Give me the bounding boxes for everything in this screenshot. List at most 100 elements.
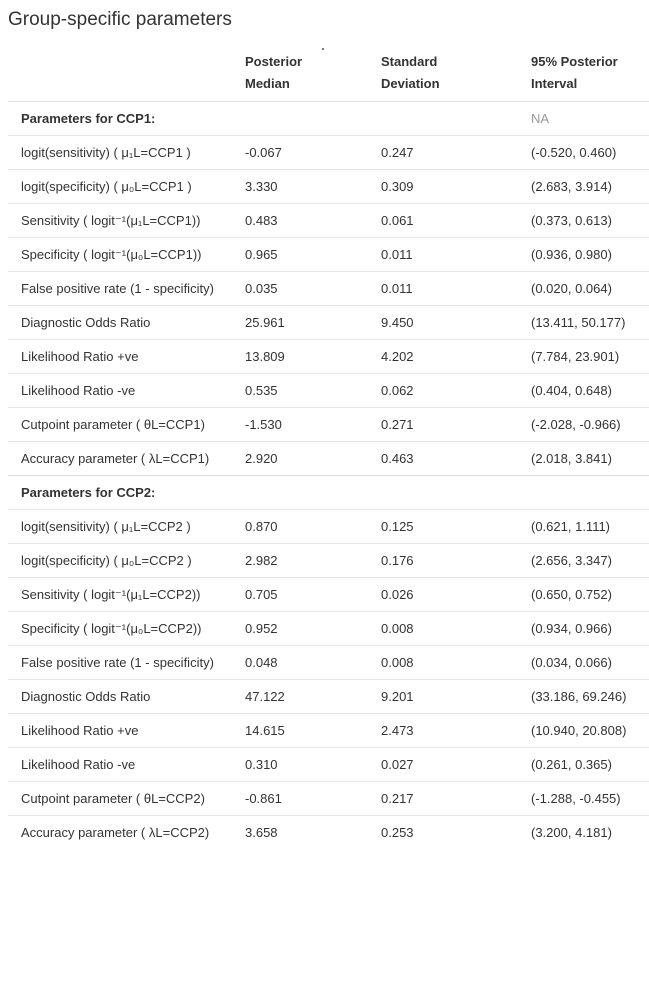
header-standard-deviation-line2: Deviation bbox=[381, 76, 440, 91]
posterior-interval-value: (3.200, 4.181) bbox=[519, 815, 649, 849]
parameter-label: Accuracy parameter ( λL=CCP1) bbox=[8, 441, 233, 476]
posterior-interval-value: (0.261, 0.365) bbox=[519, 747, 649, 782]
header-standard-deviation: Standard Deviation bbox=[369, 44, 519, 102]
standard-deviation-value: 0.125 bbox=[369, 509, 519, 544]
posterior-median-value: 0.048 bbox=[233, 645, 369, 680]
parameter-label: Likelihood Ratio +ve bbox=[8, 713, 233, 748]
parameter-label: Accuracy parameter ( λL=CCP2) bbox=[8, 815, 233, 849]
table-row: logit(sensitivity) ( μ₁L=CCP2 ) 0.870 0.12… bbox=[8, 509, 649, 544]
group-header-row: Parameters for CCP2: bbox=[8, 475, 649, 510]
group-note: NA bbox=[531, 111, 550, 126]
parameter-label: False positive rate (1 - specificity) bbox=[8, 271, 233, 306]
table-row: Cutpoint parameter ( θL=CCP1) -1.530 0.271… bbox=[8, 407, 649, 442]
parameter-label: Likelihood Ratio -ve bbox=[8, 373, 233, 408]
group-label: Parameters for CCP1: bbox=[21, 111, 156, 126]
standard-deviation-value: 0.247 bbox=[369, 135, 519, 170]
standard-deviation-value: 0.062 bbox=[369, 373, 519, 408]
standard-deviation-value: 0.463 bbox=[369, 441, 519, 476]
posterior-interval-value: (2.683, 3.914) bbox=[519, 169, 649, 204]
posterior-interval-value: (0.621, 1.111) bbox=[519, 509, 649, 544]
empty-cell bbox=[369, 475, 519, 510]
standard-deviation-value: 9.450 bbox=[369, 305, 519, 340]
table-row: logit(sensitivity) ( μ₁L=CCP1 ) -0.067 0.2… bbox=[8, 135, 649, 170]
posterior-median-value: 2.920 bbox=[233, 441, 369, 476]
parameter-label: Specificity ( logit⁻¹(μ₀L=CCP2)) bbox=[8, 611, 233, 646]
parameter-label: Cutpoint parameter ( θL=CCP2) bbox=[8, 781, 233, 816]
standard-deviation-value: 0.271 bbox=[369, 407, 519, 442]
standard-deviation-value: 0.008 bbox=[369, 645, 519, 680]
posterior-median-value: 0.035 bbox=[233, 271, 369, 306]
parameter-label: Specificity ( logit⁻¹(μ₀L=CCP1)) bbox=[8, 237, 233, 272]
table-row: Accuracy parameter ( λL=CCP1) 2.920 0.463(… bbox=[8, 441, 649, 476]
posterior-interval-value: (2.656, 3.347) bbox=[519, 543, 649, 578]
parameter-label: False positive rate (1 - specificity) bbox=[8, 645, 233, 680]
posterior-interval-value: (-0.520, 0.460) bbox=[519, 135, 649, 170]
parameter-label: Cutpoint parameter ( θL=CCP1) bbox=[8, 407, 233, 442]
posterior-median-value: 0.952 bbox=[233, 611, 369, 646]
posterior-interval-value: (10.940, 20.808) bbox=[519, 713, 649, 748]
parameter-label: logit(sensitivity) ( μ₁L=CCP1 ) bbox=[8, 135, 233, 170]
posterior-interval-value: (0.020, 0.064) bbox=[519, 271, 649, 306]
table-row: logit(specificity) ( μ₀L=CCP2 ) 2.982 0.17… bbox=[8, 543, 649, 578]
table-row: Sensitivity ( logit⁻¹(μ₁L=CCP2)) 0.705 0.0… bbox=[8, 577, 649, 612]
posterior-interval-value: (13.411, 50.177) bbox=[519, 305, 649, 340]
standard-deviation-value: 0.026 bbox=[369, 577, 519, 612]
posterior-median-value: 14.615 bbox=[233, 713, 369, 748]
table-row: Sensitivity ( logit⁻¹(μ₁L=CCP1)) 0.483 0.0… bbox=[8, 203, 649, 238]
posterior-interval-value: (33.186, 69.246) bbox=[519, 679, 649, 714]
posterior-interval-value: (7.784, 23.901) bbox=[519, 339, 649, 374]
parameter-label: Sensitivity ( logit⁻¹(μ₁L=CCP2)) bbox=[8, 577, 233, 612]
table-row: False positive rate (1 - specificity) 0.0… bbox=[8, 645, 649, 680]
table-row: logit(specificity) ( μ₀L=CCP1 ) 3.330 0.30… bbox=[8, 169, 649, 204]
parameter-label: Diagnostic Odds Ratio bbox=[8, 679, 233, 714]
header-row: Posterior Median Standard Deviation 95% … bbox=[8, 44, 649, 102]
page-title: Group-specific parameters bbox=[8, 9, 232, 30]
standard-deviation-value: 4.202 bbox=[369, 339, 519, 374]
posterior-median-value: 0.870 bbox=[233, 509, 369, 544]
table-row: Likelihood Ratio -ve 0.535 0.062 (0.404, 0.… bbox=[8, 373, 649, 408]
empty-cell bbox=[369, 102, 519, 136]
header-posterior-median: Posterior Median bbox=[233, 44, 369, 102]
table-row: Specificity ( logit⁻¹(μ₀L=CCP2)) 0.952 0.0… bbox=[8, 611, 649, 646]
posterior-median-value: 0.535 bbox=[233, 373, 369, 408]
standard-deviation-value: 0.309 bbox=[369, 169, 519, 204]
header-posterior-median-line1: Posterior bbox=[245, 54, 303, 69]
header-standard-deviation-line1: Standard bbox=[381, 54, 438, 69]
empty-cell bbox=[233, 475, 369, 510]
parameter-label: Diagnostic Odds Ratio bbox=[8, 305, 233, 340]
table-row: Likelihood Ratio +ve 14.615 2.473 (10.940, … bbox=[8, 713, 649, 748]
standard-deviation-value: 0.008 bbox=[369, 611, 519, 646]
parameter-label: logit(sensitivity) ( μ₁L=CCP2 ) bbox=[8, 509, 233, 544]
posterior-median-value: -0.861 bbox=[233, 781, 369, 816]
header-posterior-interval-line1: 95% Posterior bbox=[531, 54, 618, 69]
standard-deviation-value: 0.061 bbox=[369, 203, 519, 238]
posterior-interval-value: (0.034, 0.066) bbox=[519, 645, 649, 680]
standard-deviation-value: 2.473 bbox=[369, 713, 519, 748]
posterior-median-value: 2.982 bbox=[233, 543, 369, 578]
posterior-median-value: 0.310 bbox=[233, 747, 369, 782]
posterior-median-value: -1.530 bbox=[233, 407, 369, 442]
posterior-interval-value: (-1.288, -0.455) bbox=[519, 781, 649, 816]
standard-deviation-value: 0.253 bbox=[369, 815, 519, 849]
group-header-row: Parameters for CCP1: NA bbox=[8, 102, 649, 136]
posterior-median-value: 13.809 bbox=[233, 339, 369, 374]
table-row: Specificity ( logit⁻¹(μ₀L=CCP1)) 0.965 0.0… bbox=[8, 237, 649, 272]
posterior-interval-value: (0.404, 0.648) bbox=[519, 373, 649, 408]
table-row: Likelihood Ratio -ve 0.310 0.027 (0.261, 0.… bbox=[8, 747, 649, 782]
posterior-median-value: 0.483 bbox=[233, 203, 369, 238]
posterior-interval-value: (0.934, 0.966) bbox=[519, 611, 649, 646]
standard-deviation-value: 0.011 bbox=[369, 271, 519, 306]
posterior-interval-value: (0.936, 0.980) bbox=[519, 237, 649, 272]
header-posterior-interval: 95% Posterior Interval bbox=[519, 44, 649, 102]
parameter-label: Sensitivity ( logit⁻¹(μ₁L=CCP1)) bbox=[8, 203, 233, 238]
group-label: Parameters for CCP2: bbox=[8, 475, 233, 510]
parameters-table: Posterior Median Standard Deviation 95% … bbox=[8, 44, 649, 849]
table-row: Diagnostic Odds Ratio 47.122 9.201 (33.186,… bbox=[8, 679, 649, 714]
standard-deviation-value: 0.027 bbox=[369, 747, 519, 782]
table-row: Accuracy parameter ( λL=CCP2) 3.658 0.253(… bbox=[8, 815, 649, 849]
posterior-interval-value: (-2.028, -0.966) bbox=[519, 407, 649, 442]
table-body: Parameters for CCP1: NA logit(sensitivity)… bbox=[8, 102, 649, 849]
header-parameter bbox=[8, 44, 233, 102]
posterior-median-value: 47.122 bbox=[233, 679, 369, 714]
standard-deviation-value: 0.011 bbox=[369, 237, 519, 272]
